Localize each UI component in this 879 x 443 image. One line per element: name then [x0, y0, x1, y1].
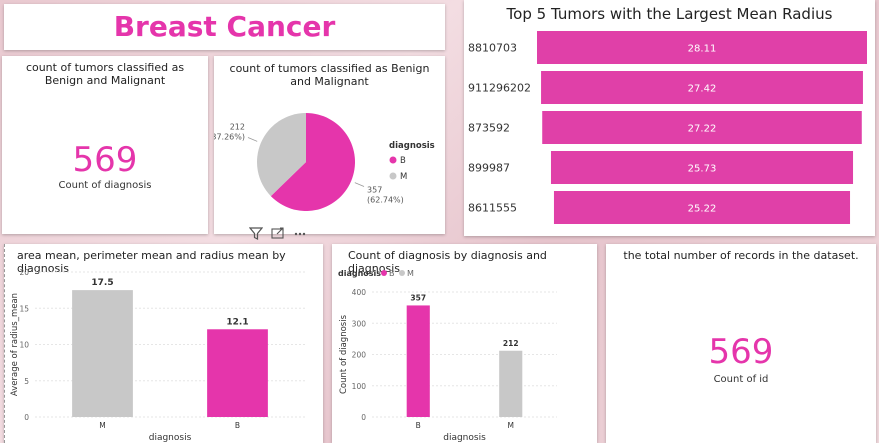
funnel-value-label: 27.42: [688, 84, 717, 95]
more-options-icon[interactable]: [292, 226, 308, 240]
card-value: 569: [72, 140, 138, 180]
bar-M[interactable]: [72, 290, 133, 417]
card-id-value: 569: [708, 332, 774, 372]
y-tick-label: 300: [352, 319, 367, 328]
pie-chart: 357(62.74%) 212(37.26%) diagnosis BM: [214, 113, 435, 211]
count-legend-marker-M: [399, 270, 405, 276]
pie-legend-label-M: M: [400, 172, 407, 182]
y-tick-label: 100: [352, 382, 367, 391]
pie-slice-M[interactable]: [257, 113, 306, 197]
y-axis-title: Count of diagnosis: [339, 314, 349, 394]
funnel-value-label: 27.22: [688, 124, 717, 135]
count-legend-marker-B: [381, 270, 387, 276]
x-axis-title: diagnosis: [443, 433, 486, 443]
title-tile: Breast Cancer: [4, 4, 445, 50]
y-tick-label: 20: [19, 268, 29, 277]
y-tick-label: 5: [24, 377, 29, 386]
pie-leader-line: [354, 182, 365, 187]
card-count-id[interactable]: the total number of records in the datas…: [606, 244, 876, 443]
funnel-category-label: 873592: [468, 122, 510, 135]
bar-value-label: 357: [410, 293, 426, 302]
funnel-bar[interactable]: [553, 191, 851, 224]
top5-funnel-chart: 8810703 28.11 911296202 27.42 873592 27.22 899…: [468, 31, 867, 224]
funnel-category-label: 899987: [468, 162, 510, 175]
y-tick-label: 200: [352, 351, 367, 360]
card-label: Count of diagnosis: [58, 180, 152, 191]
funnel-bar[interactable]: [537, 31, 867, 64]
x-tick-label: M: [508, 421, 514, 430]
focus-mode-icon[interactable]: [270, 226, 286, 240]
top5-title: Top 5 Tumors with the Largest Mean Radiu…: [506, 5, 833, 23]
page-title: Breast Cancer: [113, 10, 336, 43]
y-tick-label: 400: [352, 288, 367, 297]
x-tick-label: M: [99, 421, 105, 430]
bar-value-label: 17.5: [91, 278, 113, 288]
funnel-category-label: 8810703: [468, 42, 517, 55]
y-tick-label: 0: [361, 413, 366, 422]
filter-icon[interactable]: [248, 226, 264, 240]
pie-legend-title: diagnosis: [389, 141, 435, 151]
funnel-category-label: 8611555: [468, 202, 517, 215]
x-tick-label: B: [416, 421, 421, 430]
card-id-label: Count of id: [713, 374, 769, 385]
card-count-diagnosis[interactable]: count of tumors classified as Benign and…: [2, 56, 208, 234]
top5-tumors-tile[interactable]: Top 5 Tumors with the Largest Mean Radiu…: [464, 0, 875, 236]
pie-data-label: 357 (62.74%): [367, 186, 404, 205]
funnel-bar[interactable]: [541, 71, 863, 104]
count-chart-title: Count of diagnosis by diagnosis and diag…: [348, 249, 547, 275]
count-legend-label-M: M: [407, 269, 414, 278]
bar-B[interactable]: [406, 305, 430, 417]
count-diagnosis-tile[interactable]: Count of diagnosis by diagnosis and diag…: [332, 244, 597, 443]
y-axis-title: Average of radius_mean: [10, 293, 20, 396]
funnel-value-label: 25.73: [688, 164, 717, 175]
card-title: count of tumors classified as Benign and…: [25, 61, 185, 87]
bar-value-label: 12.1: [226, 317, 248, 327]
pie-legend-label-B: B: [400, 156, 406, 166]
funnel-value-label: 28.11: [688, 44, 717, 55]
bar-M[interactable]: [499, 350, 523, 417]
funnel-bar[interactable]: [550, 151, 854, 184]
funnel-category-label: 911296202: [468, 82, 531, 95]
bar-value-label: 212: [503, 339, 519, 348]
y-tick-label: 0: [24, 413, 29, 422]
pie-legend-marker-M: [389, 172, 397, 180]
funnel-value-label: 25.22: [688, 204, 717, 215]
pie-data-label: 212(37.26%): [214, 122, 245, 141]
pie-chart-title: count of tumors classified as Benign and…: [229, 62, 430, 88]
y-tick-label: 10: [19, 341, 29, 350]
bar-B[interactable]: [207, 329, 268, 417]
radius-mean-tile[interactable]: area mean, perimeter mean and radius mea…: [4, 244, 323, 443]
count-legend-label-B: B: [389, 269, 395, 278]
card-id-title: the total number of records in the datas…: [623, 249, 859, 262]
funnel-bar[interactable]: [542, 111, 862, 144]
x-tick-label: B: [235, 421, 240, 430]
count-legend-title: diagnosis: [338, 269, 381, 278]
pie-legend-marker-B: [389, 156, 397, 164]
visual-toolbar: [248, 226, 308, 240]
y-tick-label: 15: [19, 304, 29, 313]
pie-slice-B[interactable]: [270, 113, 355, 211]
pie-leader-line: [247, 137, 258, 142]
pie-chart-tile[interactable]: count of tumors classified as Benign and…: [214, 56, 445, 234]
x-axis-title: diagnosis: [149, 433, 192, 443]
